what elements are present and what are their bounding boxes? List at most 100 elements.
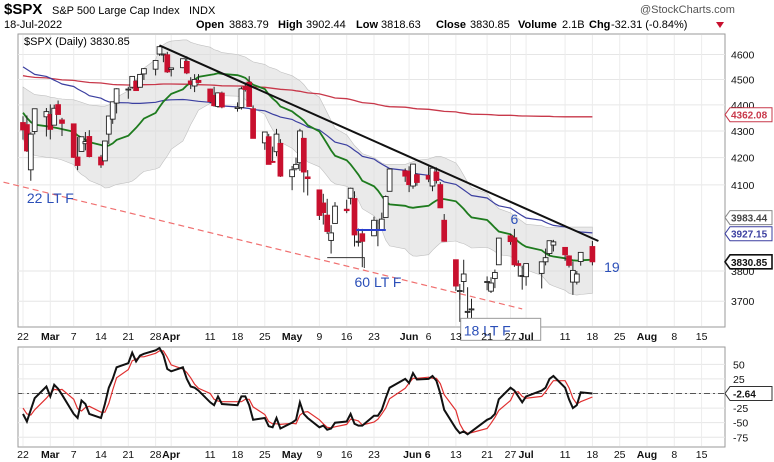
- candle: [51, 104, 58, 126]
- candle-body: [343, 208, 350, 212]
- candle: [542, 248, 549, 266]
- candle-body: [492, 272, 498, 279]
- date-tick-label: 15: [696, 331, 708, 343]
- candle-body: [495, 237, 502, 266]
- candle-body: [460, 273, 467, 282]
- candle: [156, 45, 163, 56]
- date-tick-label: May: [282, 331, 303, 343]
- candle-body: [59, 119, 65, 124]
- candle: [183, 56, 190, 75]
- date-tick-label: 16: [341, 331, 353, 343]
- oscillator-date-tick-label: 11: [560, 449, 571, 461]
- candle: [27, 132, 34, 181]
- date-tick-label: 28: [150, 331, 162, 343]
- candle: [113, 88, 120, 114]
- candle: [109, 101, 116, 124]
- oscillator-panel: [17, 346, 726, 448]
- candle-body: [542, 257, 549, 263]
- candle: [324, 198, 331, 235]
- candle: [468, 298, 475, 321]
- candle: [300, 137, 307, 193]
- candle-body: [538, 261, 545, 274]
- oscillator-date-tick-label: 13: [450, 449, 462, 461]
- candle: [386, 168, 393, 192]
- oscillator-date-tick-label: 21: [481, 449, 493, 461]
- candle: [343, 199, 350, 214]
- price-tick-label: 4300: [731, 126, 755, 138]
- candle-body: [219, 92, 225, 108]
- date-tick-label: 13: [450, 331, 462, 343]
- candle: [589, 241, 596, 266]
- candle: [515, 260, 522, 277]
- annotation-label: 6: [511, 211, 519, 227]
- oscillator-date-tick-label: 16: [341, 449, 353, 461]
- candle-body: [105, 115, 112, 135]
- candle-body: [573, 273, 580, 283]
- oscillator-date-tick-label: 15: [696, 449, 708, 461]
- candle: [464, 287, 471, 321]
- oscillator-date-tick-label: 18: [587, 449, 599, 461]
- chart-date: 18-Jul-2022: [4, 19, 62, 31]
- candle: [538, 261, 545, 289]
- candle: [460, 259, 467, 293]
- price-tick-label: 4100: [731, 180, 755, 192]
- oscillator-date-tick-label: 8: [671, 449, 677, 461]
- candle: [70, 123, 77, 158]
- envelope-band: [22, 39, 593, 296]
- price-tick-label: 4200: [731, 153, 755, 165]
- candle-body: [351, 198, 358, 236]
- annotation-label: 19: [604, 259, 620, 275]
- support-channel-line: [3, 181, 523, 310]
- oscillator-date-tick-label: Apr: [162, 449, 180, 461]
- candle: [562, 246, 568, 261]
- candle: [304, 170, 311, 196]
- candle-body: [488, 282, 494, 292]
- candle-body: [577, 251, 584, 262]
- oscillator-k-line: [22, 346, 593, 436]
- candle-body: [70, 123, 77, 158]
- candle-body: [250, 108, 256, 139]
- candle: [74, 137, 81, 171]
- candle: [546, 240, 553, 256]
- candle-body: [109, 101, 116, 120]
- stockcharts-watermark: @StockCharts.com: [640, 4, 735, 16]
- oscillator-date-axis: 22 Mar 7 14 21 28 Apr 11 18 25 May 9 16 23 Jun 6 13 21 27…: [17, 449, 707, 461]
- candle-body: [152, 60, 159, 70]
- date-tick-label: Aug: [637, 331, 657, 343]
- oscillator-tick-label: 25: [733, 374, 745, 386]
- symbol-title: $SPX: [4, 1, 42, 18]
- oscillator-value-tag-box: [724, 386, 773, 401]
- candle: [238, 86, 245, 110]
- candle: [105, 115, 112, 144]
- date-tick-label: Jun: [400, 331, 419, 343]
- price-tag-label: 3927.15: [731, 230, 768, 241]
- date-tick-label: 22: [17, 331, 29, 343]
- oscillator-tick-label: -50: [733, 418, 748, 430]
- candle-body: [265, 136, 272, 165]
- ma20-line: [22, 72, 593, 262]
- price-tag: 3927.15: [724, 226, 773, 242]
- candle-body: [246, 81, 253, 107]
- oscillator-date-tick-label: 27: [505, 449, 517, 461]
- candle-body: [355, 240, 362, 243]
- price-tag-label: 4362.08: [731, 111, 768, 122]
- candle: [566, 255, 572, 268]
- candle-body: [51, 107, 58, 126]
- candle-body: [382, 196, 389, 218]
- candle-body: [137, 73, 143, 88]
- oscillator-value-tag-label: -2.64: [733, 390, 756, 401]
- candlesticks: [20, 45, 596, 321]
- candle-body: [371, 219, 377, 237]
- date-tick-label: 11: [560, 331, 571, 343]
- candle-body: [441, 219, 448, 242]
- date-tick-label: Apr: [162, 331, 180, 343]
- oscillator-tick-label: -75: [733, 432, 748, 444]
- candle-body: [293, 163, 299, 170]
- candle-body: [437, 184, 444, 209]
- oscillator-date-tick-label: 9: [316, 449, 322, 461]
- candle: [164, 51, 171, 73]
- date-tick-label: 14: [95, 331, 107, 343]
- date-tick-label: 21: [481, 331, 493, 343]
